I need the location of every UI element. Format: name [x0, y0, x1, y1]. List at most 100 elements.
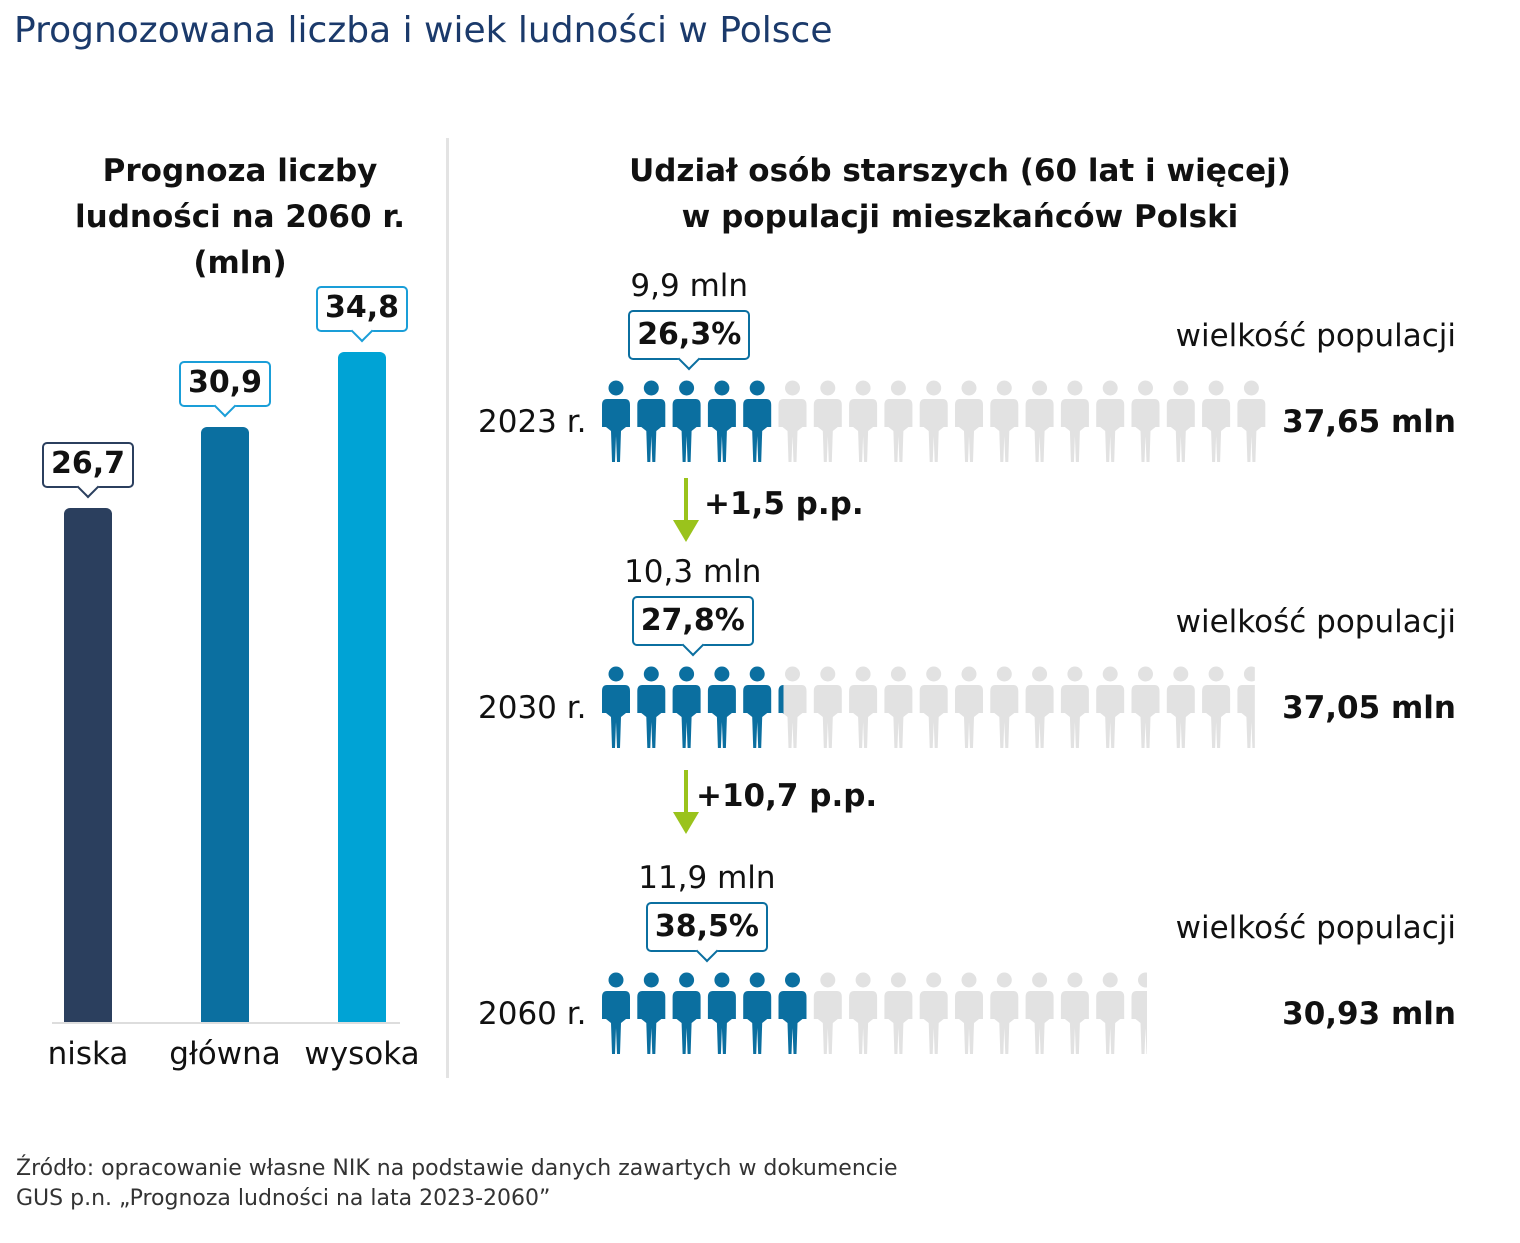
person-icon: [637, 972, 666, 1054]
year-label: 2060 r.: [478, 996, 587, 1032]
person-icon: [849, 972, 878, 1054]
person-icon: [743, 380, 772, 462]
person-icon: [1096, 666, 1125, 748]
person-icon: [1025, 380, 1054, 462]
year-label: 2030 r.: [478, 690, 587, 726]
bar-chart-title-line3: (mln): [193, 245, 287, 281]
elderly-count-label: 11,9 mln: [638, 860, 776, 896]
elderly-count-label: 10,3 mln: [624, 554, 762, 590]
person-icon: [990, 972, 1019, 1054]
person-icon: [1237, 666, 1255, 748]
person-icon: [990, 666, 1019, 748]
panel-divider: [446, 138, 449, 1078]
bar-niska: [64, 507, 112, 1022]
bar-chart-baseline: [52, 1022, 400, 1024]
elderly-share-label: 38,5%: [645, 902, 768, 952]
person-icon: [1131, 380, 1160, 462]
population-value: 37,65 mln: [1282, 404, 1456, 440]
person-icon: [602, 972, 630, 1054]
people-empty-group: [813, 972, 1147, 1054]
person-icon: [955, 972, 983, 1054]
bar-wysoka: [338, 351, 386, 1022]
pictogram-row-people: [602, 666, 1255, 748]
person-icon: [884, 666, 913, 748]
page-title: Prognozowana liczba i wiek ludności w Po…: [14, 10, 833, 51]
person-icon: [1202, 380, 1231, 462]
pictogram-title-line2: w populacji mieszkańców Polski: [681, 199, 1239, 235]
person-icon: [1025, 972, 1054, 1054]
population-value: 37,05 mln: [1282, 690, 1456, 726]
person-icon: [637, 666, 666, 748]
person-icon: [778, 380, 807, 462]
person-icon: [849, 666, 878, 748]
elderly-count-label: 9,9 mln: [630, 268, 749, 304]
person-icon: [672, 972, 701, 1054]
people-filled-group: [602, 972, 807, 1054]
change-arrow-icon: [673, 770, 699, 834]
people-empty-group: [783, 666, 1255, 748]
elderly-share-label: 26,3%: [628, 310, 751, 360]
person-icon: [743, 666, 772, 748]
person-icon: [813, 380, 842, 462]
person-icon: [1166, 666, 1195, 748]
person-icon: [919, 666, 948, 748]
person-icon: [1131, 666, 1160, 748]
person-icon: [602, 380, 630, 462]
source-note: Źródło: opracowanie własne NIK na podsta…: [16, 1154, 898, 1214]
bar-value-label: 34,8: [316, 285, 408, 332]
pictogram-row-people: [602, 380, 1266, 462]
person-icon: [955, 666, 983, 748]
person-icon: [1060, 666, 1089, 748]
bar-chart-title: Prognoza liczby ludności na 2060 r. (mln…: [40, 148, 440, 286]
person-icon: [637, 380, 666, 462]
person-icon: [1060, 972, 1089, 1054]
change-label: +1,5 p.p.: [704, 486, 864, 522]
person-icon: [707, 972, 736, 1054]
source-line-2: GUS p.n. „Prognoza ludności na lata 2023…: [16, 1186, 551, 1211]
person-icon: [1131, 972, 1147, 1054]
bar-category-label: wysoka: [304, 1036, 420, 1072]
bar-value-label: 26,7: [42, 441, 134, 488]
bar-category-label: niska: [47, 1036, 129, 1072]
person-icon: [672, 666, 701, 748]
population-value: 30,93 mln: [1282, 996, 1456, 1032]
person-icon: [778, 685, 784, 714]
people-filled-group: [602, 666, 784, 748]
population-caption: wielkość populacji: [1175, 910, 1456, 946]
person-icon: [955, 380, 983, 462]
person-icon: [602, 666, 630, 748]
year-label: 2023 r.: [478, 404, 587, 440]
person-icon: [1060, 380, 1089, 462]
person-icon: [1202, 666, 1231, 748]
person-icon: [778, 972, 807, 1054]
bar-category-label: główna: [169, 1036, 281, 1072]
person-icon: [990, 380, 1019, 462]
person-icon: [919, 380, 948, 462]
people-empty-group: [778, 380, 1266, 462]
person-icon: [1166, 380, 1195, 462]
elderly-share-label: 27,8%: [631, 596, 754, 646]
source-line-1: Źródło: opracowanie własne NIK na podsta…: [16, 1156, 898, 1181]
person-icon: [783, 666, 807, 748]
pictogram-row-people: [602, 972, 1147, 1054]
person-icon: [1025, 666, 1054, 748]
person-icon: [813, 666, 842, 748]
population-caption: wielkość populacji: [1175, 604, 1456, 640]
person-icon: [849, 380, 878, 462]
person-icon: [707, 666, 736, 748]
person-icon: [919, 972, 948, 1054]
person-icon: [813, 972, 842, 1054]
person-icon: [672, 380, 701, 462]
pictogram-title: Udział osób starszych (60 lat i więcej) …: [560, 148, 1360, 240]
person-icon: [884, 380, 913, 462]
person-icon: [884, 972, 913, 1054]
person-icon: [1096, 972, 1125, 1054]
population-caption: wielkość populacji: [1175, 318, 1456, 354]
person-icon: [743, 972, 772, 1054]
change-label: +10,7 p.p.: [696, 778, 878, 814]
change-arrow-icon: [673, 478, 699, 542]
pictogram-title-line1: Udział osób starszych (60 lat i więcej): [629, 153, 1291, 189]
person-icon: [707, 380, 736, 462]
bar-chart-title-line1: Prognoza liczby: [102, 153, 378, 189]
bar-główna: [201, 427, 249, 1022]
